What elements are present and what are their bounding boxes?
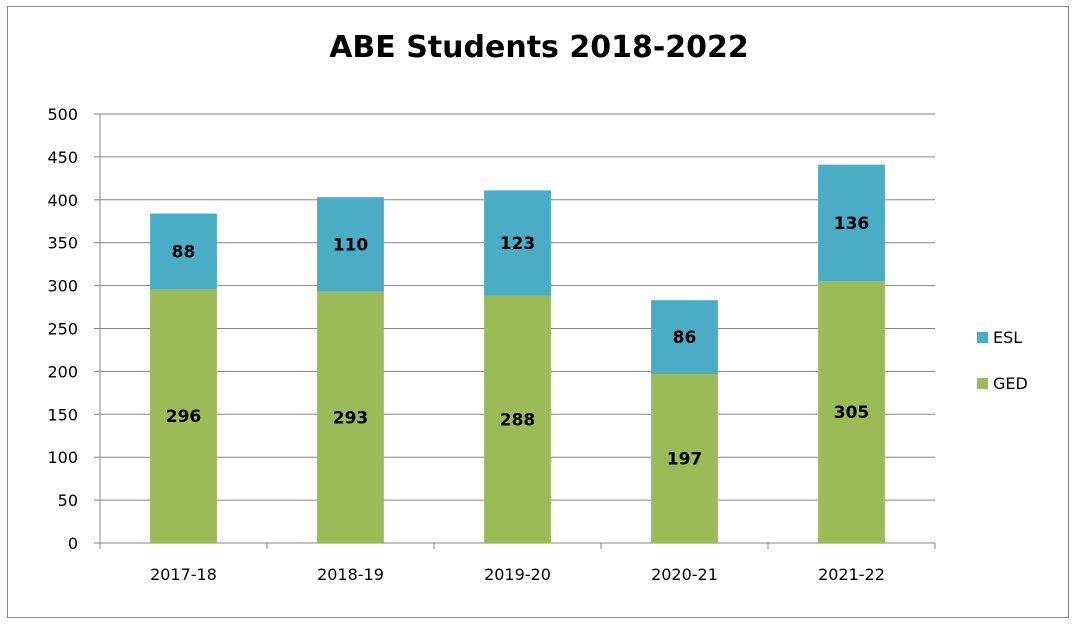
data-label-ged-2017-18: 296 <box>166 407 202 427</box>
data-label-ged-2020-21: 197 <box>667 449 703 469</box>
y-tick-label: 100 <box>47 448 78 467</box>
data-label-ged-2018-19: 293 <box>333 408 369 428</box>
y-tick-label: 500 <box>47 105 78 124</box>
bar-esl-2017-18 <box>150 213 217 290</box>
legend-swatch-esl <box>977 331 988 343</box>
y-tick-label: 150 <box>47 405 78 424</box>
bar-esl-2019-20 <box>484 190 551 296</box>
x-tick-label: 2019-20 <box>484 565 551 584</box>
y-tick-label: 50 <box>58 491 78 510</box>
bar-esl-2018-19 <box>317 197 384 292</box>
legend: ESL GED <box>977 326 1028 418</box>
chart-title: ABE Students 2018-2022 <box>329 30 749 65</box>
legend-swatch-ged <box>977 377 988 389</box>
y-tick-label: 450 <box>47 148 78 167</box>
bar-ged-2017-18 <box>150 289 217 543</box>
data-label-esl-2020-21: 86 <box>673 328 697 348</box>
data-label-esl-2017-18: 88 <box>172 242 196 262</box>
bar-ged-2020-21 <box>651 373 718 543</box>
data-label-ged-2021-22: 305 <box>834 403 870 423</box>
bar-esl-2021-22 <box>818 164 885 282</box>
x-tick-label: 2020-21 <box>651 565 718 584</box>
x-tick-label: 2017-18 <box>150 565 217 584</box>
y-tick-label: 400 <box>47 191 78 210</box>
y-tick-label: 300 <box>47 277 78 296</box>
x-tick-label: 2021-22 <box>818 565 885 584</box>
y-tick-label: 250 <box>47 320 78 339</box>
legend-item-ged: GED <box>977 372 1028 394</box>
x-tick-label: 2018-19 <box>317 565 384 584</box>
y-tick-label: 350 <box>47 234 78 253</box>
data-label-esl-2019-20: 123 <box>500 234 536 254</box>
legend-label-esl: ESL <box>993 327 1023 347</box>
bar-ged-2019-20 <box>484 295 551 543</box>
data-label-esl-2018-19: 110 <box>333 235 369 255</box>
y-tick-label: 0 <box>68 534 78 553</box>
y-tick-label: 200 <box>47 362 78 381</box>
data-label-ged-2019-20: 288 <box>500 410 536 430</box>
legend-label-ged: GED <box>993 373 1028 393</box>
data-label-esl-2021-22: 136 <box>834 214 870 234</box>
legend-item-esl: ESL <box>977 326 1028 348</box>
bar-esl-2020-21 <box>651 300 718 374</box>
bar-ged-2021-22 <box>818 281 885 543</box>
bar-ged-2018-19 <box>317 291 384 543</box>
